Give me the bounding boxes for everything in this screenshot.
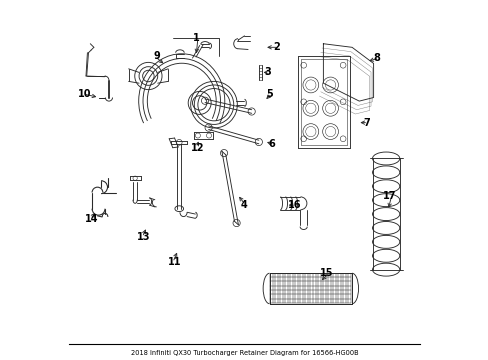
Bar — [269, 273, 351, 304]
Text: 13: 13 — [137, 232, 150, 242]
Text: 1: 1 — [192, 33, 199, 43]
Text: 7: 7 — [362, 118, 369, 128]
Text: 4: 4 — [240, 200, 246, 210]
Text: 15: 15 — [320, 268, 333, 278]
Text: 11: 11 — [167, 257, 181, 267]
Text: 17: 17 — [382, 191, 396, 201]
Text: 6: 6 — [267, 139, 274, 149]
Text: 14: 14 — [85, 215, 99, 224]
Text: 10: 10 — [78, 89, 91, 99]
Text: 5: 5 — [265, 89, 272, 99]
Text: 3: 3 — [264, 67, 271, 77]
Text: 2018 Infiniti QX30 Turbocharger Retainer Diagram for 16566-HG00B: 2018 Infiniti QX30 Turbocharger Retainer… — [130, 350, 358, 356]
Text: 2: 2 — [273, 42, 280, 52]
Text: 16: 16 — [287, 200, 301, 210]
Text: 12: 12 — [191, 143, 204, 153]
Text: 8: 8 — [373, 53, 380, 63]
Text: 9: 9 — [153, 51, 160, 61]
